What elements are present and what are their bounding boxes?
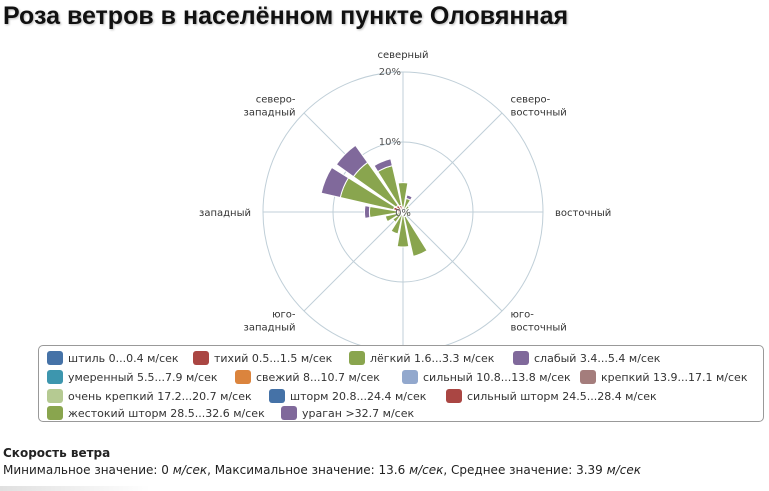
legend-label: сильный шторм 24.5...28.4 м/сек xyxy=(467,389,657,403)
wind-bar-segment xyxy=(373,158,393,173)
legend-item[interactable]: тихий 0.5...1.5 м/сек xyxy=(193,350,332,366)
stats-heading: Скорость ветра xyxy=(3,446,111,460)
min-value: 0 xyxy=(161,463,169,477)
legend-item[interactable]: жестокий шторм 28.5...32.6 м/сек xyxy=(47,405,265,421)
wind-bar-segment xyxy=(335,144,369,178)
legend-label: слабый 3.4...5.4 м/сек xyxy=(534,351,661,365)
radial-tick-labels: 0% 10% 20% xyxy=(379,67,411,219)
direction-label: юго-западный xyxy=(244,309,296,333)
legend-item[interactable]: свежий 8...10.7 м/сек xyxy=(235,369,380,385)
legend-swatch xyxy=(513,351,529,365)
direction-label-line: западный xyxy=(244,108,296,119)
wind-bar-segment xyxy=(403,215,428,257)
avg-label: , Среднее значение: xyxy=(443,463,577,477)
min-unit: м/сек xyxy=(172,463,208,477)
max-label: , Максимальное значение: xyxy=(207,463,379,477)
radial-tick-label: 20% xyxy=(379,67,401,78)
stats-line: Минимальное значение: 0 м/сек, Максималь… xyxy=(3,463,641,477)
legend-item[interactable]: сильный шторм 24.5...28.4 м/сек xyxy=(446,388,657,404)
max-value: 13.6 xyxy=(378,463,406,477)
legend-swatch xyxy=(402,370,418,384)
direction-label-line: западный xyxy=(244,322,296,333)
legend-swatch xyxy=(47,370,63,384)
legend-swatch xyxy=(235,370,251,384)
wind-bar-segment xyxy=(384,212,402,223)
legend-label: ураган >32.7 м/сек xyxy=(302,406,415,420)
legend-swatch xyxy=(446,389,462,403)
legend-swatch xyxy=(47,351,63,365)
grid-spoke xyxy=(402,211,503,312)
wind-rose-chart: 0%10%20% северныйсеверо-восточныйвосточн… xyxy=(199,50,611,345)
wind-bar-segment xyxy=(405,194,413,201)
wind-bar-segment xyxy=(397,182,409,208)
wind-bar-segment xyxy=(403,205,410,212)
legend-label: жестокий шторм 28.5...32.6 м/сек xyxy=(68,406,265,420)
legend-swatch xyxy=(47,389,63,403)
legend-item[interactable]: шторм 20.8...24.4 м/сек xyxy=(269,388,426,404)
legend-label: тихий 0.5...1.5 м/сек xyxy=(214,351,333,365)
direction-label-line: восточный xyxy=(510,322,566,333)
legend-label: свежий 8...10.7 м/сек xyxy=(256,370,380,384)
legend-swatch xyxy=(269,389,285,403)
direction-label-line: юго- xyxy=(510,309,534,320)
legend-item[interactable]: сильный 10.8...13.8 м/сек xyxy=(402,369,571,385)
legend-item[interactable]: ураган >32.7 м/сек xyxy=(281,405,414,421)
legend-swatch xyxy=(580,370,596,384)
direction-bars xyxy=(320,144,428,257)
direction-label: северо-западный xyxy=(244,95,296,119)
direction-label-line: восточный xyxy=(510,108,566,119)
legend-label: очень крепкий 17.2...20.7 м/сек xyxy=(68,389,252,403)
legend-label: крепкий 13.9...17.1 м/сек xyxy=(601,370,748,384)
page-title: Роза ветров в населённом пункте Оловянна… xyxy=(3,2,569,30)
radial-tick-label: 10% xyxy=(379,137,401,148)
wind-bar-segment xyxy=(364,205,371,219)
legend-label: шторм 20.8...24.4 м/сек xyxy=(290,389,427,403)
direction-label: восточный xyxy=(555,208,611,219)
legend-label: лёгкий 1.6...3.3 м/сек xyxy=(370,351,495,365)
direction-label: юго-восточный xyxy=(510,309,566,333)
wind-bar-segment xyxy=(390,213,403,235)
direction-labels: северныйсеверо-восточныйвосточныйюго-вос… xyxy=(199,50,611,333)
direction-label: северный xyxy=(378,50,429,61)
max-unit: м/сек xyxy=(409,463,444,477)
direction-label-line: северо- xyxy=(256,95,296,106)
direction-label: западный xyxy=(199,208,251,219)
avg-unit: м/сек xyxy=(606,463,641,477)
direction-label: северо-восточный xyxy=(510,95,566,119)
legend-swatch xyxy=(349,351,365,365)
legend-item[interactable]: лёгкий 1.6...3.3 м/сек xyxy=(349,350,494,366)
legend: штиль 0...0.4 м/сек тихий 0.5...1.5 м/се… xyxy=(38,345,764,422)
legend-item[interactable]: штиль 0...0.4 м/сек xyxy=(47,350,179,366)
min-label: Минимальное значение: xyxy=(3,463,162,477)
legend-label: сильный 10.8...13.8 м/сек xyxy=(423,370,571,384)
legend-item[interactable]: умеренный 5.5...7.9 м/сек xyxy=(47,369,217,385)
decorative-shadow xyxy=(0,486,150,491)
legend-item[interactable]: очень крепкий 17.2...20.7 м/сек xyxy=(47,388,252,404)
radial-tick-label: 0% xyxy=(395,208,411,219)
legend-item[interactable]: крепкий 13.9...17.1 м/сек xyxy=(580,369,747,385)
wind-bar-segment xyxy=(320,166,350,199)
wind-bar-segment xyxy=(396,214,410,248)
direction-label-line: северо- xyxy=(510,95,550,106)
wind-bar-segment xyxy=(392,212,403,223)
legend-label: штиль 0...0.4 м/сек xyxy=(68,351,179,365)
direction-label-line: юго- xyxy=(272,309,296,320)
legend-label: умеренный 5.5...7.9 м/сек xyxy=(68,370,218,384)
grid-spoke xyxy=(402,112,503,213)
avg-value: 3.39 xyxy=(576,463,603,477)
grid-spoke xyxy=(303,211,404,312)
legend-swatch xyxy=(281,406,297,420)
legend-swatch xyxy=(47,406,63,420)
legend-item[interactable]: слабый 3.4...5.4 м/сек xyxy=(513,350,660,366)
legend-swatch xyxy=(193,351,209,365)
wind-speed-stats: Скорость ветра Минимальное значение: 0 м… xyxy=(3,446,641,477)
